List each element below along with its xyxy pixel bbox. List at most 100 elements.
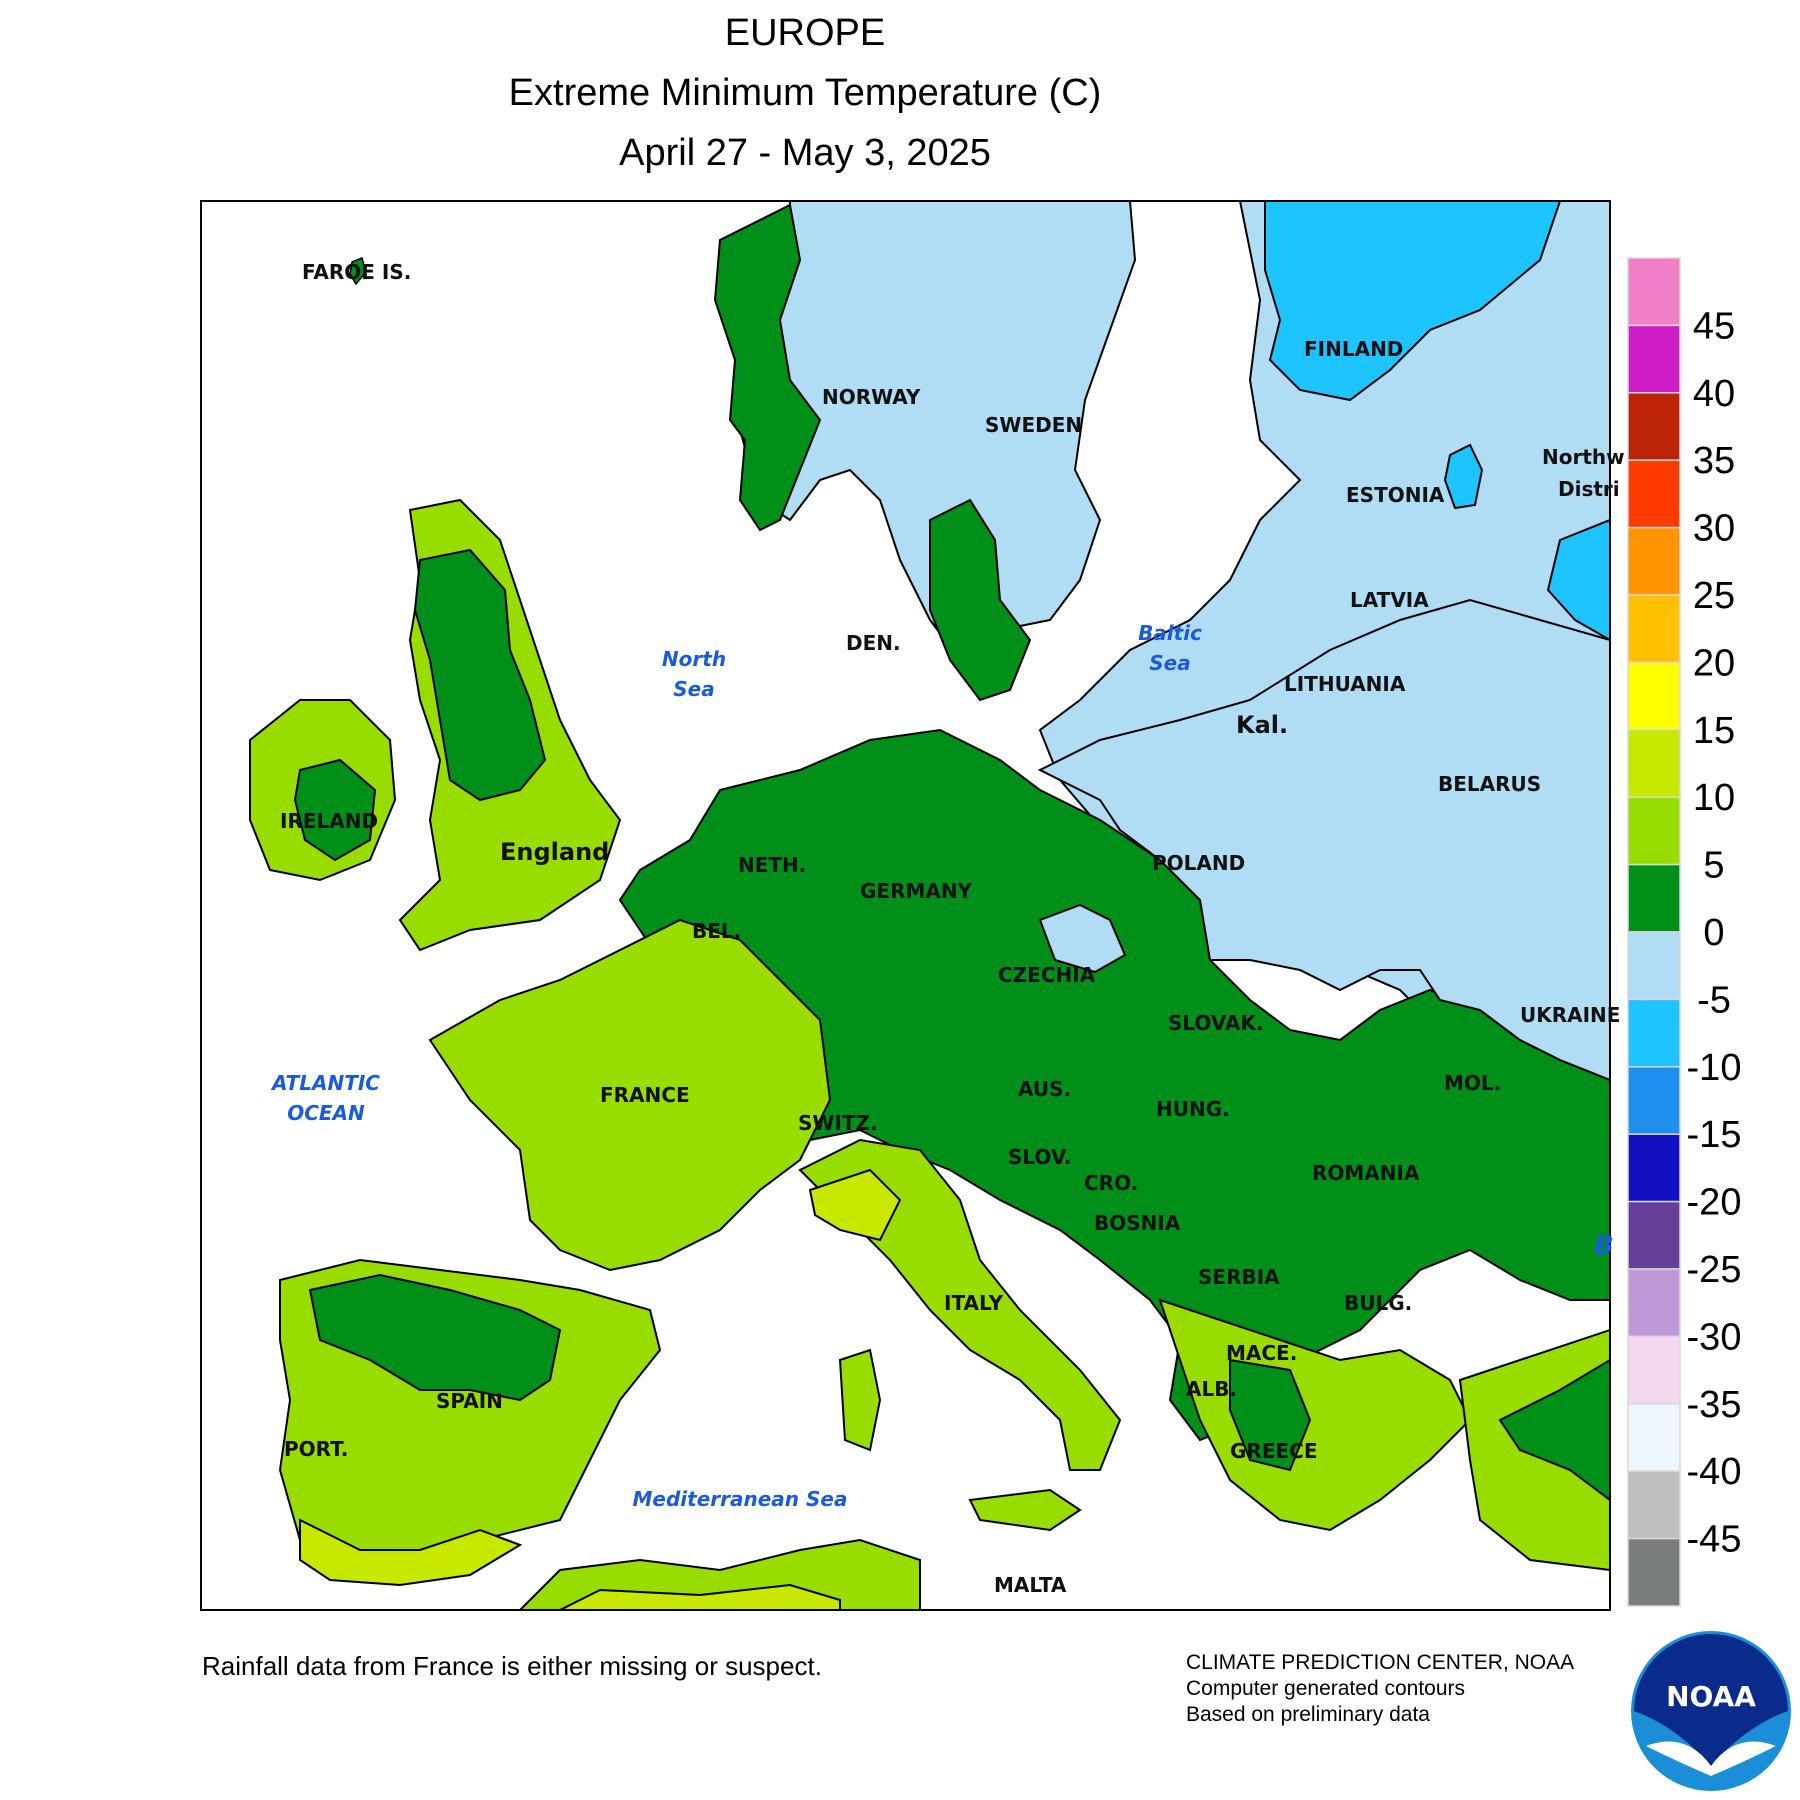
legend-swatch — [1627, 257, 1681, 327]
legend-tick-label: -10 — [1687, 1047, 1742, 1089]
legend-tick-label: 30 — [1693, 508, 1735, 550]
label-faroe: FAROE IS. — [302, 260, 411, 284]
legend-tick-label: -25 — [1687, 1249, 1742, 1291]
label-nw-district: Northw — [1542, 445, 1625, 469]
map-frame — [200, 200, 1611, 1611]
label-czechia: CZECHIA — [998, 963, 1096, 987]
legend-swatch — [1627, 796, 1681, 866]
label-belgium: BEL. — [692, 919, 741, 943]
legend-swatch — [1627, 526, 1681, 596]
color-legend: 45 40 35 30 25 20 15 10 5 0 -5 -10 -15 -20 -25 -30 -35 -4… — [1627, 257, 1742, 1607]
north-africa-warm — [559, 1583, 841, 1610]
label-black-sea-partial: B — [1594, 1231, 1614, 1261]
label-greece: GREECE — [1230, 1439, 1317, 1463]
label-hungary: HUNG. — [1156, 1097, 1230, 1121]
label-switzerland: SWITZ. — [798, 1111, 878, 1135]
legend-swatch — [1627, 1200, 1681, 1270]
label-atlantic-ocean: ATLANTIC — [270, 1071, 380, 1095]
label-baltic-sea-2: Sea — [1149, 651, 1190, 675]
legend-swatch — [1627, 729, 1681, 798]
label-france: FRANCE — [600, 1083, 690, 1107]
label-germany: GERMANY — [860, 879, 973, 903]
legend-swatch — [1627, 1537, 1681, 1607]
poland-baltic-cold-region — [1037, 598, 1610, 1082]
sweden-south-green — [929, 498, 1032, 702]
label-baltic-sea: Baltic — [1138, 621, 1202, 645]
legend-swatch — [1627, 931, 1681, 1001]
label-estonia: ESTONIA — [1346, 483, 1445, 507]
legend-tick-label: 5 — [1703, 845, 1724, 887]
noaa-logo-text: NOAA — [1666, 1680, 1756, 1713]
label-slovenia: SLOV. — [1008, 1145, 1071, 1169]
legend-tick-label: 40 — [1693, 373, 1735, 415]
label-england: England — [500, 838, 609, 866]
label-netherlands: NETH. — [738, 853, 806, 877]
label-bulgaria: BULG. — [1344, 1291, 1412, 1315]
norway-coast-green — [713, 203, 822, 532]
faroe-islands — [349, 256, 367, 286]
label-portugal: PORT. — [284, 1437, 348, 1461]
map-period-title: April 27 - May 3, 2025 — [619, 132, 991, 174]
legend-tick-label: -45 — [1687, 1519, 1742, 1561]
legend-tick-label: 20 — [1693, 642, 1735, 684]
france-data-note: Rainfall data from France is either miss… — [202, 1651, 822, 1681]
legend-swatch — [1627, 1335, 1681, 1405]
legend-swatch — [1627, 392, 1681, 461]
label-albania: ALB. — [1186, 1377, 1237, 1401]
label-denmark: DEN. — [846, 631, 901, 655]
legend-tick-label: -20 — [1687, 1182, 1742, 1224]
legend-swatch — [1627, 594, 1681, 664]
legend-tick-label: -35 — [1687, 1384, 1742, 1426]
legend-swatch — [1627, 1403, 1681, 1472]
label-atlantic-ocean-2: OCEAN — [287, 1101, 365, 1125]
legend-swatch — [1627, 1133, 1681, 1203]
label-malta: MALTA — [994, 1573, 1067, 1597]
label-nw-district-2: Distri — [1558, 477, 1620, 501]
label-austria: AUS. — [1018, 1077, 1071, 1101]
map-region-title: EUROPE — [724, 12, 886, 54]
label-lithuania: LITHUANIA — [1284, 672, 1406, 696]
legend-swatch — [1627, 459, 1681, 529]
label-macedonia: MACE. — [1226, 1341, 1297, 1365]
credit-line-1: CLIMATE PREDICTION CENTER, NOAA — [1186, 1651, 1575, 1674]
legend-swatch — [1627, 998, 1681, 1068]
po-valley-warm — [808, 1168, 902, 1242]
legend-tick-label: 15 — [1693, 710, 1735, 752]
legend-swatch — [1627, 1268, 1681, 1338]
label-italy: ITALY — [944, 1291, 1004, 1315]
sardinia — [838, 1348, 882, 1452]
turkey-green-core — [1498, 1358, 1610, 1502]
map-variable-title: Extreme Minimum Temperature (C) — [508, 72, 1102, 114]
label-latvia: LATVIA — [1350, 588, 1429, 612]
label-croatia: CRO. — [1084, 1171, 1138, 1195]
label-norway: NORWAY — [822, 385, 921, 409]
sicily — [968, 1488, 1082, 1532]
legend-tick-label: -5 — [1697, 979, 1731, 1021]
legend-tick-label: -40 — [1687, 1451, 1742, 1493]
label-finland: FINLAND — [1304, 337, 1403, 361]
iberia-coast-warm — [299, 1518, 523, 1587]
label-north-sea-2: Sea — [673, 677, 714, 701]
label-moldova: MOL. — [1444, 1071, 1501, 1095]
greece-green-core — [1229, 1358, 1312, 1472]
legend-swatch — [1627, 1066, 1681, 1135]
legend-tick-label: 35 — [1693, 440, 1735, 482]
legend-tick-label: 10 — [1693, 777, 1735, 819]
label-belarus: BELARUS — [1438, 772, 1541, 796]
map-area — [201, 201, 1610, 1610]
france-landmass — [428, 918, 832, 1272]
legend-tick-label: -30 — [1687, 1316, 1742, 1358]
ireland-green-core — [293, 758, 377, 862]
legend-swatch — [1627, 324, 1681, 394]
czechia-cold-pocket — [1038, 903, 1127, 974]
label-north-sea: North — [662, 647, 726, 671]
label-bosnia: BOSNIA — [1094, 1211, 1181, 1235]
legend-tick-label: 0 — [1703, 912, 1724, 954]
label-ukraine: UKRAINE — [1520, 1003, 1620, 1027]
scotland-green-core — [413, 548, 547, 802]
spain-green-core — [308, 1273, 562, 1402]
credit-line-2: Computer generated contours — [1186, 1677, 1465, 1700]
label-kaliningrad: Kal. — [1236, 711, 1288, 739]
legend-tick-label: 45 — [1693, 305, 1735, 347]
